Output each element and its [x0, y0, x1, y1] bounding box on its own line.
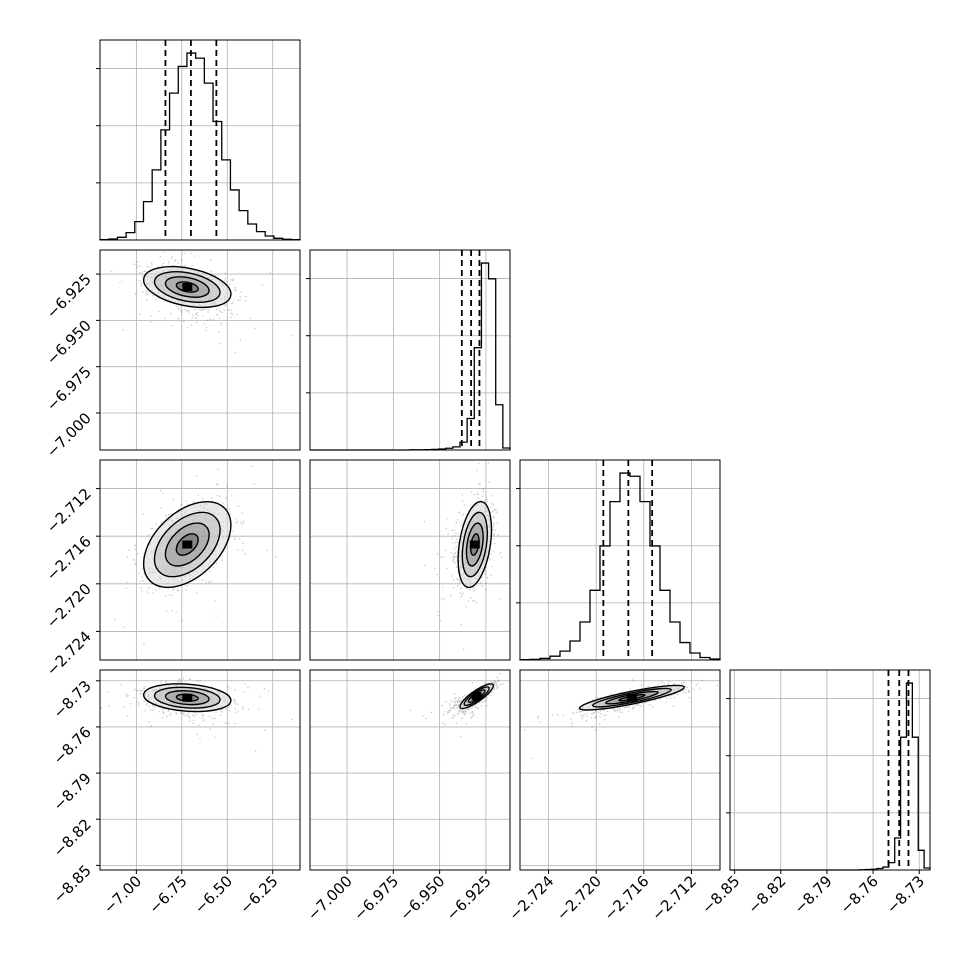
panel-frame	[99, 669, 301, 871]
density-peak	[469, 540, 480, 549]
density-peak	[471, 692, 482, 701]
panel-frame	[99, 459, 301, 661]
density-panel-1-2	[309, 459, 511, 661]
histogram-panel-0	[96, 39, 301, 241]
panel-frame	[519, 459, 721, 661]
density-panel-0-2	[99, 459, 301, 661]
histogram-panel-3	[726, 669, 931, 871]
panel-frame	[309, 459, 511, 661]
density-panel-0-1	[99, 249, 301, 451]
density-panel-0-3	[99, 669, 301, 871]
density-peak	[182, 693, 193, 702]
density-peak	[182, 540, 193, 549]
density-panel-1-3	[309, 669, 511, 871]
panel-frame	[729, 669, 931, 871]
histogram-step-0	[99, 52, 301, 241]
density-peak	[626, 693, 637, 702]
panel-frame	[99, 249, 301, 451]
panel-frame	[519, 669, 721, 871]
histogram-panel-2	[516, 459, 721, 661]
panel-frame	[309, 249, 511, 451]
density-peak	[182, 283, 193, 292]
density-panel-2-3	[519, 669, 721, 871]
panel-frame	[99, 39, 301, 241]
histogram-panel-1	[306, 249, 511, 451]
panel-frame	[309, 669, 511, 871]
histogram-step-2	[519, 472, 721, 661]
